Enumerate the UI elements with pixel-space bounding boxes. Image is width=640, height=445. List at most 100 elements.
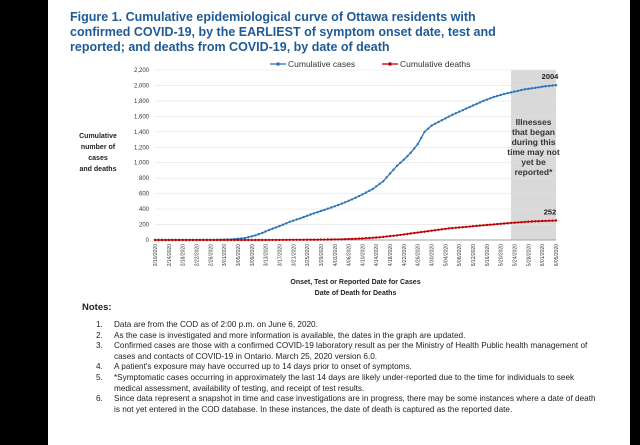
data-point — [458, 110, 461, 113]
data-point — [454, 112, 457, 115]
x-tick-label: 2/18/2020 — [181, 244, 187, 266]
data-point — [426, 127, 430, 130]
data-point — [492, 223, 495, 226]
data-point — [292, 238, 295, 241]
y-tick-label: 600 — [139, 192, 150, 198]
data-point — [364, 191, 368, 194]
x-axis-title: Onset, Test or Reported Date for Cases Da… — [290, 279, 420, 297]
data-point — [250, 238, 253, 242]
data-point — [447, 115, 450, 118]
data-point — [544, 85, 547, 88]
data-point — [382, 235, 385, 239]
data-point — [385, 176, 388, 179]
series-line-deaths — [155, 219, 557, 241]
data-point — [361, 193, 364, 196]
data-point — [451, 226, 454, 230]
data-point — [167, 238, 170, 242]
x-tick-label: 6/05/2020 — [554, 244, 560, 266]
data-point — [423, 130, 426, 133]
data-point — [278, 238, 281, 242]
data-point — [509, 221, 513, 225]
x-tick-label: 6/01/2020 — [540, 244, 546, 266]
data-point — [437, 228, 440, 231]
note-number: 3. — [96, 341, 103, 351]
x-tick-label: 2/14/2020 — [167, 244, 173, 266]
report-page: Figure 1. Cumulative epidemiological cur… — [48, 0, 630, 445]
data-point — [264, 238, 267, 242]
y-tick-label: 2,000 — [134, 83, 150, 89]
y-axis-title: Cumulative number of cases and deaths — [79, 133, 117, 173]
data-point — [285, 238, 288, 242]
data-point — [323, 238, 326, 241]
note-item: 1. Data are from the COD as of 2:00 p.m. … — [82, 320, 602, 331]
data-point — [243, 238, 247, 242]
x-tick-label: 4/14/2020 — [374, 244, 380, 266]
legend-label: Cumulative deaths — [400, 59, 470, 69]
data-point — [478, 101, 482, 104]
data-point — [178, 238, 181, 242]
x-tick-label: 4/30/2020 — [430, 244, 436, 266]
data-point — [330, 206, 333, 209]
data-point — [551, 84, 554, 87]
data-point — [295, 238, 298, 241]
data-point — [285, 222, 288, 225]
data-point — [402, 233, 406, 236]
data-point — [302, 238, 305, 241]
x-tick-label: 5/24/2020 — [513, 244, 519, 266]
data-point — [475, 224, 478, 228]
data-point — [496, 222, 499, 226]
data-point — [464, 107, 468, 110]
data-point — [274, 226, 278, 229]
data-point — [164, 238, 167, 242]
note-text: A patient's exposure may have occurred u… — [114, 362, 412, 372]
x-tick-label: 5/08/2020 — [457, 244, 463, 266]
data-point — [399, 233, 402, 237]
data-point — [371, 187, 374, 191]
data-point — [240, 238, 243, 242]
data-point — [461, 226, 464, 229]
data-point — [323, 208, 326, 212]
y-tick-label: 0 — [146, 238, 150, 244]
x-tick-label: 3/01/2020 — [222, 244, 228, 266]
data-point — [309, 238, 312, 241]
data-point — [440, 119, 444, 122]
data-point — [333, 205, 336, 208]
data-point — [326, 238, 329, 241]
data-point — [343, 238, 347, 241]
data-point — [496, 94, 499, 98]
data-point — [482, 224, 485, 227]
note-number: 6. — [96, 394, 103, 404]
data-point — [364, 237, 368, 240]
x-tick-label: 5/20/2020 — [499, 244, 505, 266]
data-point — [302, 215, 305, 219]
data-point — [447, 227, 450, 230]
data-point — [368, 236, 371, 240]
data-point — [541, 219, 544, 223]
data-point — [219, 238, 222, 242]
data-point — [357, 237, 361, 240]
data-point — [226, 238, 229, 242]
data-point — [198, 238, 202, 242]
note-text: Since data represent a snapshot in time … — [114, 394, 596, 414]
y-tick-label: 1,200 — [134, 145, 150, 151]
note-text: Confirmed cases are those with a confirm… — [114, 341, 588, 361]
end-value-label: 252 — [544, 208, 557, 217]
data-point — [482, 99, 485, 103]
note-text: Data are from the COD as of 2:00 p.m. on… — [114, 320, 318, 329]
shaded-region — [511, 70, 556, 240]
data-point — [471, 225, 475, 228]
data-point — [468, 225, 471, 228]
data-point — [492, 95, 495, 99]
note-item: 5. *Symptomatic cases occurring in approx… — [82, 373, 602, 394]
note-number: 5. — [96, 372, 103, 382]
data-point — [202, 238, 205, 242]
data-point — [392, 168, 395, 171]
data-point — [433, 122, 437, 126]
legend-marker — [276, 62, 280, 66]
data-point — [471, 104, 475, 107]
note-item: 2. As the case is investigated and more i… — [82, 331, 602, 342]
data-point — [153, 238, 157, 242]
data-point — [430, 124, 433, 127]
data-point — [413, 231, 416, 235]
data-point — [181, 238, 184, 242]
